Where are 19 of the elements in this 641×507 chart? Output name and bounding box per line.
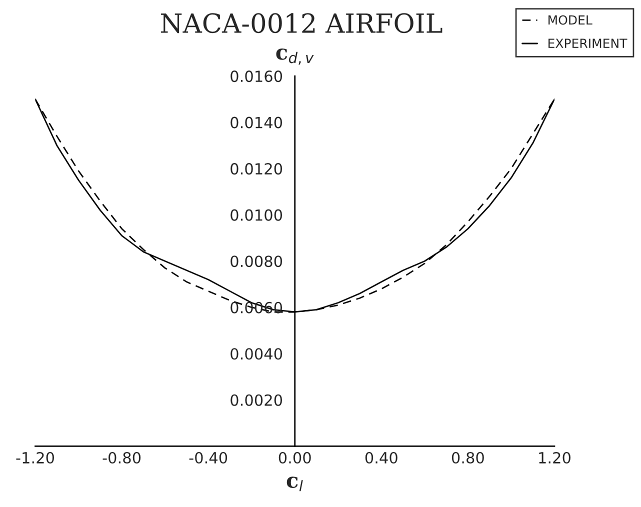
x-tick-label: -0.80 bbox=[102, 452, 141, 464]
y-tick-label: 0.0140 bbox=[230, 116, 282, 128]
y-tick-label: 0.0160 bbox=[230, 70, 282, 82]
x-tick-label: -1.20 bbox=[16, 452, 54, 464]
y-tick-label: 0.0080 bbox=[230, 256, 282, 268]
y-tick-label: 0.0040 bbox=[230, 348, 282, 360]
x-tick-label: -0.40 bbox=[189, 452, 228, 464]
chart-title: NACA-0012 AIRFOIL bbox=[161, 13, 442, 34]
y-tick-label: 0.0100 bbox=[230, 209, 282, 221]
x-tick-label: 1.20 bbox=[539, 452, 570, 464]
y-axis-title: c$_{d,v}$ bbox=[276, 48, 314, 65]
y-tick-label: 0.0020 bbox=[230, 394, 282, 406]
x-axis-title: c$_{l}$ bbox=[286, 476, 303, 492]
x-tick-label: 0.00 bbox=[278, 452, 311, 464]
y-tick-label: 0.0120 bbox=[230, 163, 282, 175]
x-tick-label: 0.80 bbox=[452, 452, 484, 464]
legend-label: EXPERIMENT bbox=[548, 38, 628, 48]
x-tick-label: 0.40 bbox=[365, 452, 398, 464]
legend-label: MODEL bbox=[548, 15, 592, 25]
